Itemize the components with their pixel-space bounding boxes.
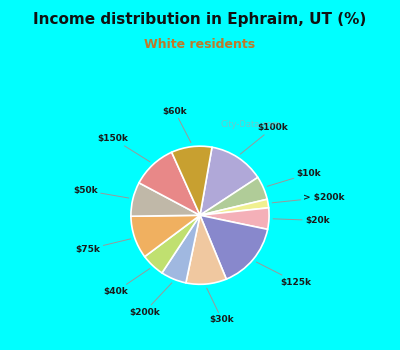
Wedge shape bbox=[131, 215, 200, 257]
Text: $125k: $125k bbox=[256, 262, 312, 287]
Text: $60k: $60k bbox=[162, 106, 191, 142]
Text: Income distribution in Ephraim, UT (%): Income distribution in Ephraim, UT (%) bbox=[33, 12, 367, 27]
Text: $40k: $40k bbox=[103, 268, 150, 296]
Text: $30k: $30k bbox=[207, 288, 234, 324]
Text: $150k: $150k bbox=[97, 134, 150, 162]
Wedge shape bbox=[200, 215, 268, 279]
Wedge shape bbox=[200, 208, 269, 229]
Text: $50k: $50k bbox=[73, 186, 129, 198]
Wedge shape bbox=[200, 199, 269, 215]
Text: $100k: $100k bbox=[240, 123, 288, 154]
Wedge shape bbox=[172, 146, 212, 215]
Wedge shape bbox=[200, 147, 258, 215]
Text: City-Data.com: City-Data.com bbox=[220, 120, 280, 129]
Text: $200k: $200k bbox=[129, 283, 172, 317]
Wedge shape bbox=[131, 183, 200, 216]
Text: > $200k: > $200k bbox=[272, 193, 345, 203]
Wedge shape bbox=[139, 152, 200, 215]
Wedge shape bbox=[186, 215, 226, 284]
Wedge shape bbox=[200, 177, 267, 215]
Text: $20k: $20k bbox=[273, 216, 330, 225]
Wedge shape bbox=[162, 215, 200, 283]
Text: $10k: $10k bbox=[267, 169, 321, 186]
Text: $75k: $75k bbox=[76, 239, 131, 254]
Text: White residents: White residents bbox=[144, 38, 256, 51]
Wedge shape bbox=[145, 215, 200, 273]
